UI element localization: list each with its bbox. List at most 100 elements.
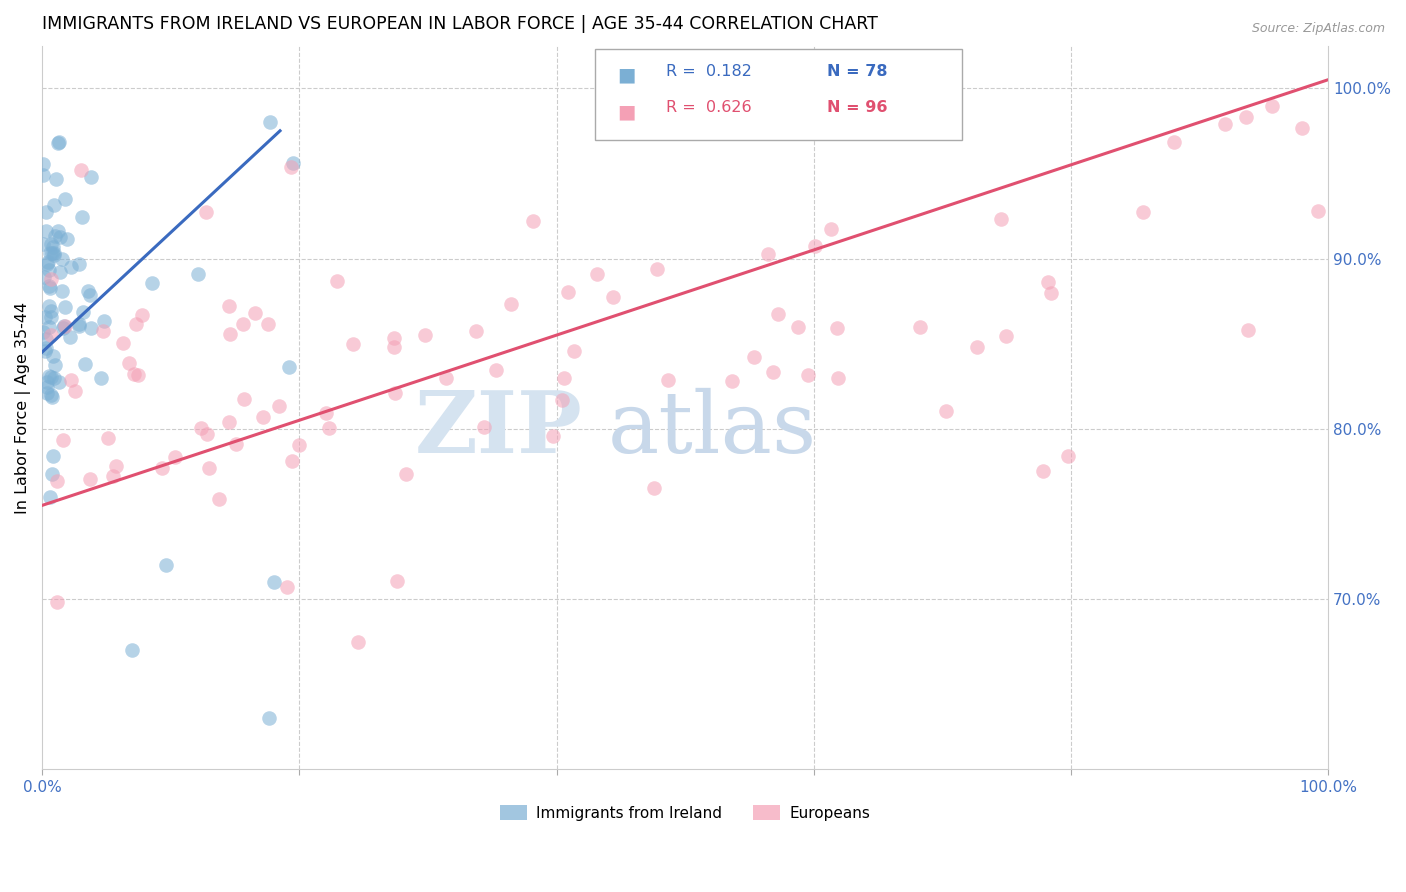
Point [32, 237, 55, 252]
Point [67, 318, 90, 333]
Point [38, 299, 60, 313]
Point [762, 365, 785, 379]
Point [218, 299, 240, 313]
Point [1236, 323, 1258, 337]
Point [67, 317, 90, 331]
Point [39, 370, 62, 384]
Point [522, 214, 544, 228]
Point [35, 332, 58, 346]
Point [55, 300, 77, 314]
Point [820, 222, 842, 236]
Point [756, 247, 779, 261]
Text: atlas: atlas [607, 388, 817, 471]
Point [53, 192, 76, 206]
Point [63, 384, 86, 399]
Point [97, 431, 120, 445]
Text: N = 96: N = 96 [827, 100, 887, 115]
Point [218, 327, 240, 342]
Point [39, 303, 62, 318]
Point [208, 492, 231, 507]
Point [218, 415, 240, 429]
Point [768, 307, 790, 321]
Point [276, 580, 298, 594]
Point [53, 319, 76, 334]
Point [37, 380, 59, 394]
Point [281, 454, 304, 468]
Point [52, 319, 75, 334]
Point [1261, 98, 1284, 112]
Point [413, 327, 436, 342]
Point [39, 328, 62, 343]
Text: ZIP: ZIP [415, 387, 582, 471]
Point [127, 368, 149, 383]
Point [1308, 203, 1330, 218]
Point [51, 252, 73, 266]
Point [797, 368, 820, 382]
Point [59, 260, 82, 275]
Point [1291, 121, 1313, 136]
Point [657, 373, 679, 387]
Point [474, 420, 496, 434]
Point [186, 267, 208, 281]
Point [190, 421, 212, 435]
Point [122, 367, 145, 381]
Point [44, 358, 66, 372]
Point [1057, 450, 1080, 464]
Point [105, 459, 128, 474]
Point [117, 356, 139, 370]
Point [67, 257, 90, 271]
Text: IMMIGRANTS FROM IRELAND VS EUROPEAN IN LABOR FORCE | AGE 35-44 CORRELATION CHART: IMMIGRANTS FROM IRELAND VS EUROPEAN IN L… [42, 15, 877, 33]
Point [281, 155, 304, 169]
Point [38, 279, 60, 293]
Legend: Immigrants from Ireland, Europeans: Immigrants from Ireland, Europeans [494, 798, 876, 827]
Point [825, 321, 848, 335]
Point [45, 172, 67, 186]
Point [434, 370, 457, 384]
Point [318, 421, 340, 435]
Point [263, 574, 285, 589]
Point [326, 275, 349, 289]
Point [150, 461, 173, 475]
Point [586, 267, 609, 281]
Point [141, 276, 163, 290]
Point [38, 368, 60, 383]
Point [384, 386, 406, 401]
Point [804, 238, 827, 252]
Point [259, 114, 281, 128]
Point [198, 461, 221, 475]
Point [34, 344, 56, 359]
Point [41, 246, 63, 260]
Point [131, 308, 153, 322]
Point [35, 205, 58, 219]
Point [52, 321, 75, 335]
Point [46, 136, 69, 150]
Point [32, 168, 55, 182]
Point [38, 262, 60, 277]
Point [787, 320, 810, 334]
Point [80, 321, 103, 335]
Point [485, 362, 508, 376]
Point [165, 450, 187, 465]
Point [39, 246, 62, 260]
Point [79, 288, 101, 302]
Point [257, 711, 280, 725]
Point [195, 427, 218, 442]
Point [966, 340, 988, 354]
Point [232, 392, 254, 406]
Point [45, 595, 67, 609]
Point [44, 229, 66, 244]
Point [827, 371, 849, 385]
Point [1234, 111, 1257, 125]
Point [643, 481, 665, 495]
Point [742, 350, 765, 364]
Point [38, 490, 60, 504]
Point [465, 324, 488, 338]
Point [277, 359, 299, 374]
Point [52, 433, 75, 447]
Point [232, 317, 254, 331]
Point [121, 643, 143, 657]
Point [245, 306, 267, 320]
Point [32, 325, 55, 339]
Text: ■: ■ [617, 102, 636, 121]
Point [39, 388, 62, 402]
